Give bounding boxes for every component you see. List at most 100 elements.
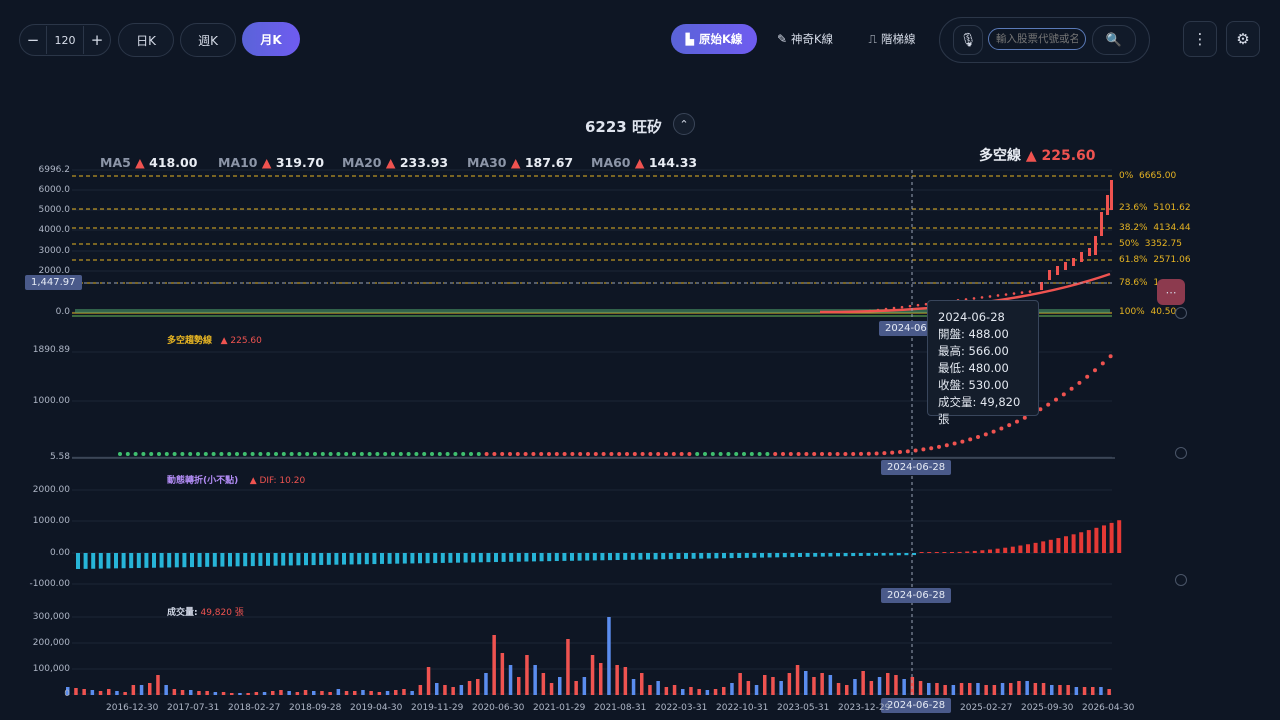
volume-bar	[328, 692, 332, 695]
mode-step-line-button[interactable]: ⎍ 階梯線	[860, 24, 924, 54]
trend-dot	[625, 452, 629, 456]
volume-bar	[271, 691, 275, 695]
macd-bar	[585, 553, 590, 561]
trend-dot	[1100, 361, 1105, 366]
macd-bar	[661, 553, 666, 560]
mode-original-k-button[interactable]: ▙ 原始K線	[671, 24, 757, 54]
tab-daily-k[interactable]: 日K	[118, 23, 174, 57]
volume-bar	[402, 689, 406, 695]
volume-bar	[139, 685, 144, 695]
volume-bar	[123, 692, 127, 695]
mode-magic-k-button[interactable]: ✎ 神奇K線	[770, 24, 840, 54]
volume-bar	[1074, 687, 1079, 695]
search-button[interactable]: 🔍	[1092, 25, 1136, 55]
macd-bar	[197, 553, 202, 567]
macd-bar	[691, 553, 696, 559]
trend-dot	[445, 452, 450, 456]
volume-bar	[1033, 683, 1038, 695]
panel-toggle-circle[interactable]	[1175, 574, 1187, 586]
macd-bar	[858, 553, 863, 556]
volume-bar	[541, 673, 546, 695]
volume-bar	[533, 665, 537, 695]
volume-bar	[640, 673, 644, 695]
step-line-icon: ⎍	[868, 31, 877, 46]
macd-bar	[1102, 525, 1106, 553]
long-short-line-readout: 多空線 ▲ 225.60	[979, 145, 1096, 165]
volume-bar	[98, 691, 103, 695]
volume-bar	[615, 665, 619, 695]
volume-bar	[779, 681, 783, 695]
x-axis-date-label: 2019-11-29	[411, 703, 464, 713]
volume-bar	[681, 689, 685, 695]
trend-dot	[414, 452, 419, 456]
macd-bar	[532, 553, 536, 562]
macd-bar	[737, 553, 742, 558]
trend-dot	[289, 452, 294, 456]
macd-bar	[364, 553, 369, 565]
candle	[1088, 248, 1091, 256]
macd-panel-value: ▲ DIF: 10.20	[249, 476, 306, 486]
trend-dot	[227, 452, 232, 456]
fib-level-label: 50% 3352.75	[1119, 239, 1182, 249]
settings-button[interactable]: ⚙	[1226, 21, 1260, 57]
trend-dot	[398, 452, 403, 456]
volume-axis-tick: 100,000	[32, 664, 70, 674]
panel-toggle-circle[interactable]	[1175, 307, 1187, 319]
x-axis-date-label: 2021-01-29	[533, 703, 586, 713]
trend-dot	[1061, 392, 1066, 397]
macd-axis-tick: 1000.00	[32, 516, 70, 526]
count-input[interactable]: 120	[46, 26, 84, 54]
stock-title: 6223 旺矽	[585, 118, 662, 136]
trend-dot	[913, 448, 918, 453]
volume-bar	[525, 655, 529, 695]
panel-toggle-circle[interactable]	[1175, 447, 1187, 459]
macd-bar	[418, 553, 422, 564]
trend-dot	[523, 452, 528, 456]
price-axis-tick: 6996.2	[38, 165, 71, 175]
macd-axis-tick: 2000.00	[32, 485, 70, 495]
macd-bar	[851, 553, 856, 557]
macd-bar	[630, 553, 635, 560]
price-band	[75, 309, 1110, 313]
x-axis-date-label: 2022-03-31	[655, 703, 708, 713]
macd-bar	[1033, 542, 1038, 553]
macd-bar	[129, 553, 134, 569]
volume-bar	[836, 683, 841, 695]
floating-menu-button[interactable]: ⋯	[1157, 279, 1185, 305]
volume-bar	[820, 673, 824, 695]
volume-bar	[254, 692, 259, 695]
decrement-button[interactable]: −	[26, 31, 40, 49]
volume-bar	[156, 675, 160, 695]
more-menu-button[interactable]: ⋮	[1183, 21, 1217, 57]
trend-dot	[461, 452, 466, 456]
trend-dot	[531, 452, 536, 456]
fib-level-label: 0% 6665.00	[1119, 171, 1177, 181]
macd-bar	[463, 553, 468, 563]
trend-dot	[367, 452, 372, 456]
macd-bar	[874, 553, 878, 556]
trend-dot	[578, 452, 583, 456]
candle-dot	[900, 305, 904, 309]
trend-dot	[320, 452, 325, 456]
tab-weekly-k[interactable]: 週K	[180, 23, 236, 57]
increment-button[interactable]: +	[90, 31, 104, 49]
search-input[interactable]	[988, 28, 1086, 50]
macd-bar	[623, 553, 628, 560]
volume-bar	[984, 685, 988, 695]
macd-bar	[957, 551, 962, 553]
candle-dot	[980, 296, 984, 299]
macd-panel-header: 動態轉折(小不點) ▲ DIF: 10.20	[167, 473, 305, 486]
volume-bar	[664, 687, 669, 695]
macd-bar	[509, 553, 514, 562]
volume-bar	[1000, 683, 1005, 695]
price-candles	[75, 180, 1113, 314]
trend-dot	[843, 451, 848, 456]
collapse-button[interactable]: ⌃	[673, 113, 695, 135]
microphone-button[interactable]: 🎙	[953, 25, 983, 55]
volume-bar	[312, 691, 316, 695]
macd-bar	[653, 553, 658, 560]
tab-monthly-k[interactable]: 月K	[242, 22, 300, 56]
macd-bar	[615, 553, 620, 561]
volume-bar	[558, 677, 562, 695]
x-axis-date-label: 2023-12-29	[838, 703, 891, 713]
